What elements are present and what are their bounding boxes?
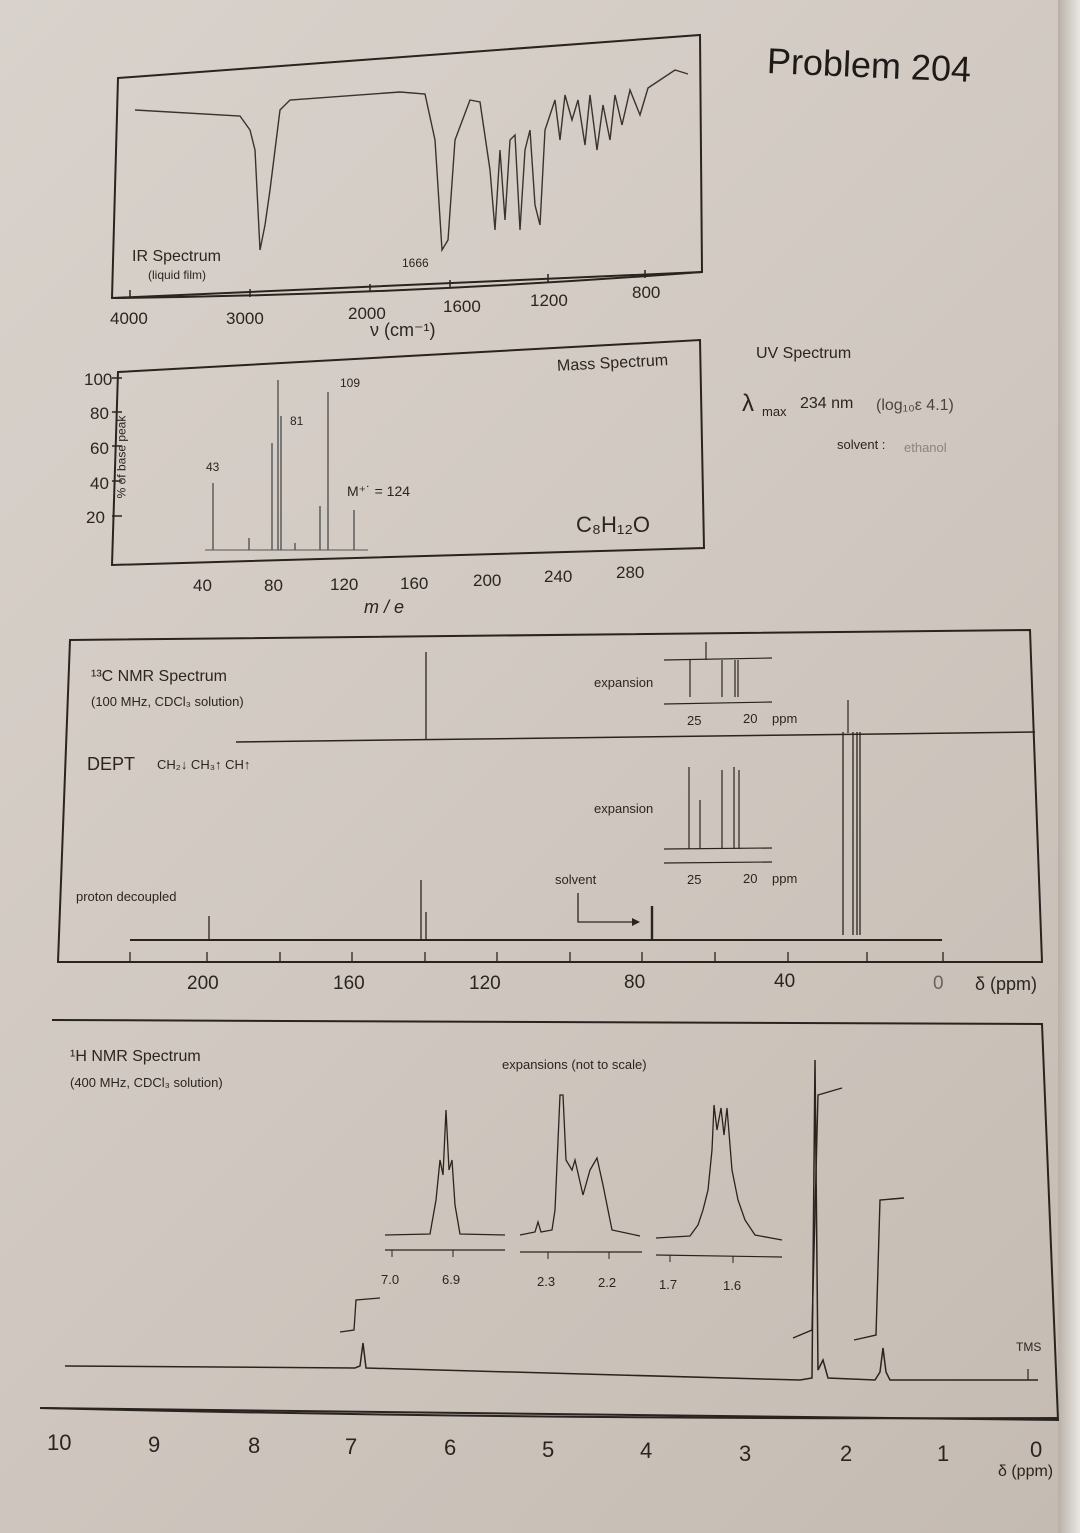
ms-peak-43: 43 [206,460,220,474]
h1-xtick: 8 [248,1433,261,1458]
ir-tick: 3000 [226,309,264,328]
h1-xtick: 9 [148,1432,161,1457]
ms-xtick: 160 [400,574,429,593]
ir-tick: 1200 [530,291,568,310]
h1-xtick: 6 [444,1435,457,1460]
h1-xtick: 7 [345,1434,358,1459]
ms-ytick: 20 [86,508,105,527]
ms-xtick: 280 [616,563,645,582]
h1-exp-tick: 1.6 [723,1278,742,1293]
h1-exp-tick: 2.3 [537,1274,556,1289]
uv-lambda: λ [742,390,754,417]
h1-exp-tick: 2.2 [598,1275,617,1290]
ir-tick: 2000 [348,304,386,323]
h1-exp-tick: 1.7 [659,1277,678,1292]
ms-xtick: 120 [330,575,359,594]
ms-xtick: 200 [473,571,502,590]
c13-xtick: 120 [469,973,501,994]
decoupled-exp-unit: ppm [772,871,798,886]
uv-solvent-value: ethanol [904,440,947,455]
decoupled-exp-tick: 20 [743,871,758,886]
c13-xtick: 0 [933,973,944,994]
decoupled-expansion-label: expansion [594,801,654,816]
ms-xlabel: m / e [364,597,405,617]
tms-label: TMS [1016,1340,1042,1354]
page-edge [1058,0,1080,1533]
h1-xtick: 3 [739,1441,752,1466]
uv-title: UV Spectrum [756,345,852,362]
decoupled-exp-tick: 25 [687,872,702,887]
uv-lambda-sub: max [762,404,787,419]
ms-xtick: 80 [264,576,283,595]
h1-exp-tick: 7.0 [381,1272,400,1287]
ms-plot [110,338,706,567]
ms-formula: C₈H₁₂O [576,512,650,537]
dept-legend: CH₂↓ CH₃↑ CH↑ [157,757,251,772]
c13-xtick: 160 [333,973,365,994]
ir-tick: 1600 [443,297,481,316]
ir-plot [110,33,704,300]
c13-xtick: 40 [774,971,796,992]
c13-subtitle: (100 MHz, CDCl₃ solution) [91,694,244,709]
c13-xtick: 200 [187,973,219,994]
h1-xtick: 0 [1030,1437,1043,1462]
ms-peak-109: 109 [340,376,361,390]
ir-title: IR Spectrum [132,248,221,265]
ms-ytick: 40 [90,474,109,493]
ir-tick: 4000 [110,309,148,328]
ir-subtitle: (liquid film) [148,268,207,282]
c13-xtick: 80 [624,972,646,993]
proton-decoupled-label: proton decoupled [76,889,177,904]
ms-xtick: 240 [544,567,573,586]
uv-value: 234 nm [800,395,854,412]
ms-ytick: 60 [90,439,109,458]
ms-peak-81: 81 [290,414,304,428]
h1-xtick: 2 [840,1441,853,1466]
dept-exp-tick: 20 [743,711,758,726]
ms-ytick: 100 [84,370,113,389]
uv-log-eps: (log₁₀ε 4.1) [876,397,954,414]
h1-xtick: 10 [47,1430,72,1455]
dept-exp-tick: 25 [687,713,702,728]
h1-expansions-label: expansions (not to scale) [502,1057,647,1072]
ms-ytick: 80 [90,404,109,423]
h1-xtick: 1 [937,1441,950,1466]
dept-expansion-label: expansion [594,675,654,690]
h1-xlabel: δ (ppm) [998,1463,1054,1480]
dept-exp-unit: ppm [772,711,798,726]
ms-xtick: 40 [193,576,212,595]
h1-subtitle: (400 MHz, CDCl₃ solution) [70,1075,223,1090]
h1-title: ¹H NMR Spectrum [70,1048,201,1065]
h1-xtick: 5 [542,1437,555,1462]
c13-title: ¹³C NMR Spectrum [91,668,228,685]
c13-plot [56,628,1044,963]
c13-solvent-label: solvent [555,872,597,887]
uv-solvent-label: solvent : [837,437,886,452]
ir-tick: 800 [632,283,661,302]
h1-exp-tick: 6.9 [442,1272,461,1287]
h1-xtick: 4 [640,1438,653,1463]
ir-xlabel: ν (cm⁻¹) [370,320,436,340]
dept-label: DEPT [87,754,136,774]
ir-peak-label: 1666 [402,256,429,270]
ms-molecular-ion: M⁺˙ = 124 [347,483,411,499]
c13-xlabel: δ (ppm) [975,974,1038,994]
